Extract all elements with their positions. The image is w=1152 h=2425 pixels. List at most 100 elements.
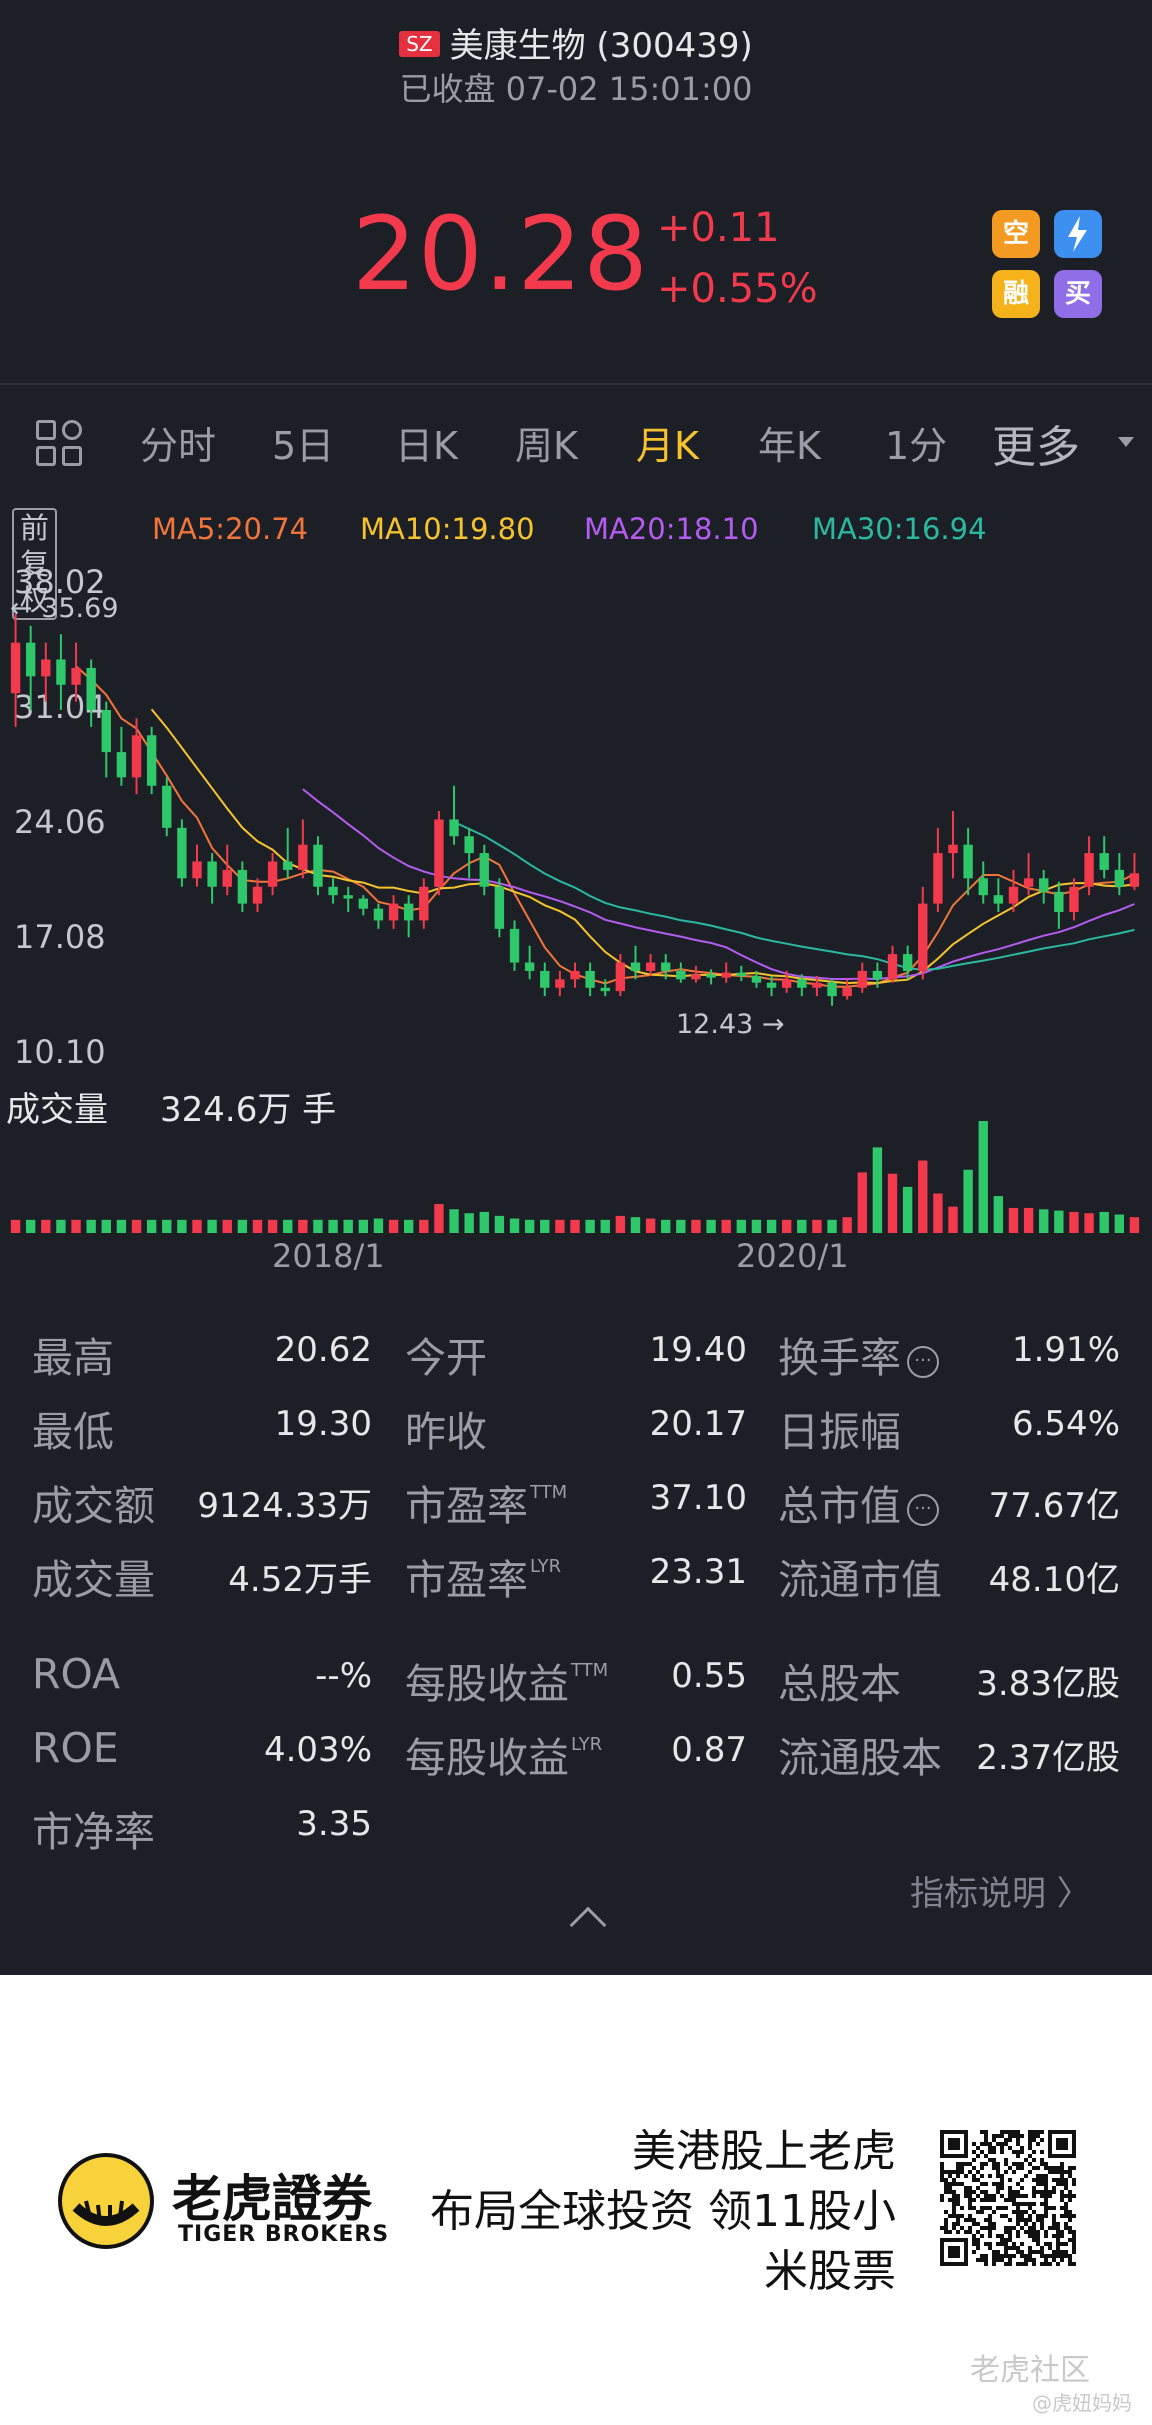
y-tick-label: 38.02 — [14, 563, 106, 601]
stat-label: 成交额 — [32, 1482, 155, 1530]
volume-bar — [766, 1219, 777, 1233]
stat-label: 日振幅 — [778, 1408, 901, 1456]
candle-body — [479, 853, 489, 887]
volume-bar — [25, 1219, 36, 1233]
stat-label: 总股本 — [778, 1660, 901, 1708]
volume-bar — [1054, 1210, 1064, 1233]
candle-body — [540, 970, 550, 988]
tab-more[interactable]: 更多 — [992, 422, 1080, 473]
candle-body — [645, 962, 656, 971]
candle-body — [494, 886, 505, 929]
candle-body — [313, 844, 323, 887]
short-sell-icon[interactable]: 空 — [992, 210, 1040, 258]
grid-icon[interactable] — [36, 420, 84, 468]
candle-body — [41, 659, 51, 677]
candle-body — [615, 962, 626, 992]
margin-icon[interactable]: 融 — [992, 270, 1040, 318]
price-change-pct: +0.55% — [657, 266, 818, 312]
chevron-down-icon[interactable] — [1118, 437, 1134, 447]
candle-body — [585, 970, 595, 988]
stat-value: 1.91% — [1011, 1330, 1120, 1370]
volume-bar — [403, 1219, 414, 1233]
adjust-toggle[interactable]: 前复权 — [12, 508, 58, 620]
stat-value: 3.35 — [296, 1804, 372, 1844]
volume-bar — [1114, 1214, 1125, 1233]
candle-body — [25, 642, 36, 677]
candle-body — [902, 954, 913, 971]
period-tabs: 分时 5日 日K 周K 月K 年K 1分 更多 — [0, 385, 1152, 505]
info-icon[interactable]: ··· — [907, 1346, 939, 1378]
eps-lyr-label: 每股收益 LYR — [405, 1734, 603, 1782]
volume-bar — [464, 1213, 474, 1233]
stat-label: 今开 — [405, 1334, 487, 1382]
stock-name: 美康生物 (300439) — [449, 26, 753, 66]
tab-daily[interactable]: 日K — [395, 424, 458, 468]
qr-code — [940, 2130, 1076, 2266]
stat-value: 0.87 — [671, 1730, 747, 1770]
volume-bar — [283, 1219, 293, 1233]
candle-body — [464, 836, 474, 854]
candle-body — [101, 710, 111, 753]
candle-body — [766, 982, 777, 988]
candle-body — [116, 752, 127, 778]
candle-body — [131, 735, 142, 778]
last-price: 20.28 — [352, 195, 650, 314]
tab-weekly[interactable]: 周K — [515, 424, 578, 468]
tab-yearly[interactable]: 年K — [758, 424, 821, 468]
candle-body — [706, 974, 716, 978]
collapse-icon[interactable] — [569, 1906, 607, 1944]
stat-value: 6.54% — [1011, 1404, 1120, 1444]
stat-value: 4.52万手 — [228, 1560, 372, 1600]
candle-body — [857, 970, 867, 988]
info-icon[interactable]: ··· — [907, 1494, 939, 1526]
candle-body — [146, 735, 157, 786]
volume-bar — [1069, 1211, 1079, 1233]
candle-body — [56, 659, 66, 685]
volume-bar — [101, 1219, 111, 1233]
volume-bar — [842, 1217, 852, 1233]
candle-body — [343, 895, 353, 899]
volume-bar — [600, 1219, 610, 1233]
volume-bar — [978, 1121, 988, 1233]
tab-5day[interactable]: 5日 — [272, 424, 335, 468]
ma30-label: MA30:16.94 — [812, 512, 987, 546]
tab-monthly[interactable]: 月K — [636, 424, 699, 468]
volume-bar — [146, 1219, 157, 1233]
stat-value: --% — [315, 1656, 372, 1696]
stat-label: 市净率 — [32, 1808, 155, 1856]
indicator-explain-link[interactable]: 指标说明 〉 — [910, 1874, 1091, 1914]
price-change: +0.11 — [657, 205, 780, 251]
volume-bar — [252, 1219, 263, 1233]
candle-body — [555, 979, 565, 988]
stat-value: 0.55 — [671, 1656, 747, 1696]
tab-1min[interactable]: 1分 — [885, 424, 948, 468]
candle-body — [207, 861, 217, 887]
candle-body — [721, 972, 731, 978]
volume-bar — [479, 1211, 489, 1233]
candle-body — [1099, 853, 1109, 870]
volume-bar — [313, 1219, 323, 1233]
stat-label: 成交量 — [32, 1556, 155, 1604]
brand-name: 老虎證券 — [172, 2170, 372, 2228]
stat-label: 流通市值 — [778, 1556, 942, 1604]
candle-body — [993, 895, 1004, 904]
volume-bar — [1039, 1209, 1049, 1233]
candle-body — [887, 954, 898, 980]
quote-header: SZ 美康生物 (300439) 已收盘 07-02 15:01:00 20.28… — [0, 0, 1152, 385]
promo-line: 布局全球投资 领11股小 — [430, 2186, 896, 2237]
volume-bar — [540, 1219, 550, 1233]
tab-intraday[interactable]: 分时 — [140, 424, 217, 468]
candle-body — [222, 869, 232, 887]
buy-icon[interactable]: 买 — [1054, 270, 1102, 318]
candle-body — [419, 886, 429, 921]
stat-label: 昨收 — [405, 1408, 487, 1456]
volume-bar — [207, 1219, 217, 1233]
candle-body — [978, 878, 988, 896]
lightning-icon[interactable] — [1054, 210, 1102, 258]
volume-bar — [902, 1186, 913, 1233]
volume-bar — [131, 1219, 142, 1233]
volume-bar — [524, 1219, 535, 1233]
stat-label: 流通股本 — [778, 1734, 942, 1782]
volume-bar — [918, 1160, 928, 1233]
